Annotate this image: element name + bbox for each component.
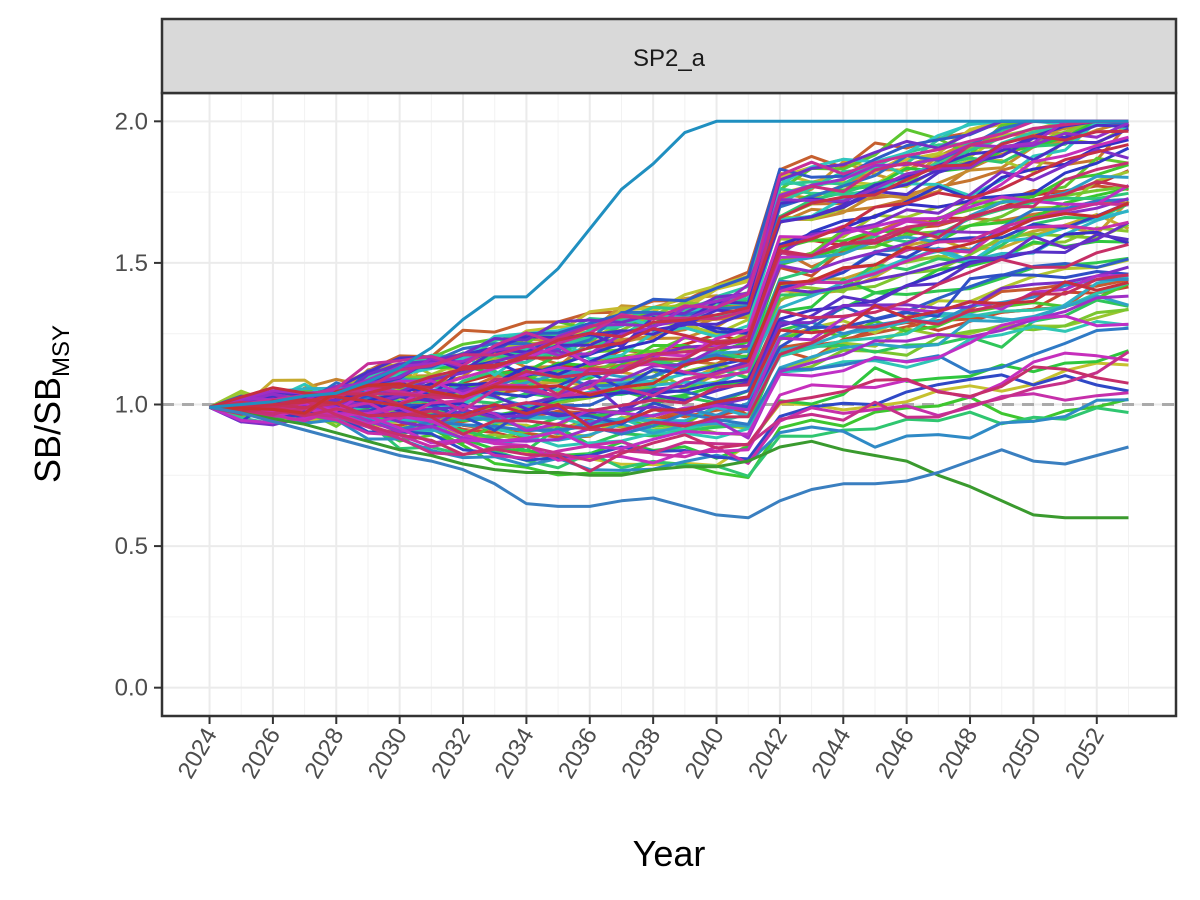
- x-tick-label: 2032: [426, 724, 476, 784]
- x-tick-label: 2044: [806, 724, 856, 784]
- x-tick-label: 2046: [870, 724, 920, 784]
- series-line-highlight: [209, 405, 1129, 520]
- series-line: [209, 233, 1129, 418]
- y-axis-title: SB/SBMSY: [27, 325, 75, 483]
- x-tick-label: 2024: [173, 724, 223, 784]
- x-tick-label: 2040: [680, 724, 730, 784]
- series-line: [209, 270, 1129, 432]
- facet-strip-label: SP2_a: [633, 45, 706, 72]
- series-line: [209, 119, 1129, 409]
- y-axis-title-main: SB/SB: [27, 377, 68, 483]
- y-tick-label: 1.5: [115, 250, 148, 277]
- series-line: [209, 350, 1130, 463]
- x-axis-title: Year: [633, 833, 706, 874]
- series-line: [209, 398, 1129, 472]
- x-tick-label: 2042: [743, 724, 793, 784]
- x-tick-label: 2028: [299, 724, 349, 784]
- x-tick-label: 2038: [616, 724, 666, 784]
- series-line: [209, 220, 1129, 423]
- x-tick-label: 2030: [363, 724, 413, 784]
- series-line-highlight: [209, 119, 1129, 409]
- series-line: [209, 280, 1129, 430]
- series-line: [209, 119, 1129, 417]
- x-axis: 2024 2026 2028 2030 2032 2034 2036 2038 2040 2042…: [173, 716, 1110, 783]
- x-tick-label: 2034: [490, 724, 540, 784]
- series-lines: [208, 119, 1130, 520]
- series-line: [209, 143, 1129, 414]
- x-tick-label: 2036: [553, 724, 603, 784]
- x-tick-label: 2026: [236, 724, 286, 784]
- series-line-highlight: [209, 405, 1129, 520]
- y-tick-label: 1.0: [115, 392, 148, 419]
- x-tick-label: 2050: [997, 724, 1047, 784]
- series-line: [209, 201, 1130, 415]
- y-tick-label: 0.5: [115, 533, 148, 560]
- facet-strip: [160, 17, 1178, 95]
- y-axis: 0.0 0.5 1.0 1.5 2.0: [115, 108, 162, 702]
- y-tick-label: 0.0: [115, 675, 148, 702]
- series-line: [209, 273, 1129, 436]
- series-line: [209, 373, 1129, 462]
- x-tick-label: 2048: [933, 724, 983, 784]
- series-line: [209, 365, 1129, 473]
- y-axis-title-sub: MSY: [48, 325, 75, 377]
- x-tick-label: 2052: [1060, 724, 1110, 784]
- y-tick-label: 2.0: [115, 108, 148, 135]
